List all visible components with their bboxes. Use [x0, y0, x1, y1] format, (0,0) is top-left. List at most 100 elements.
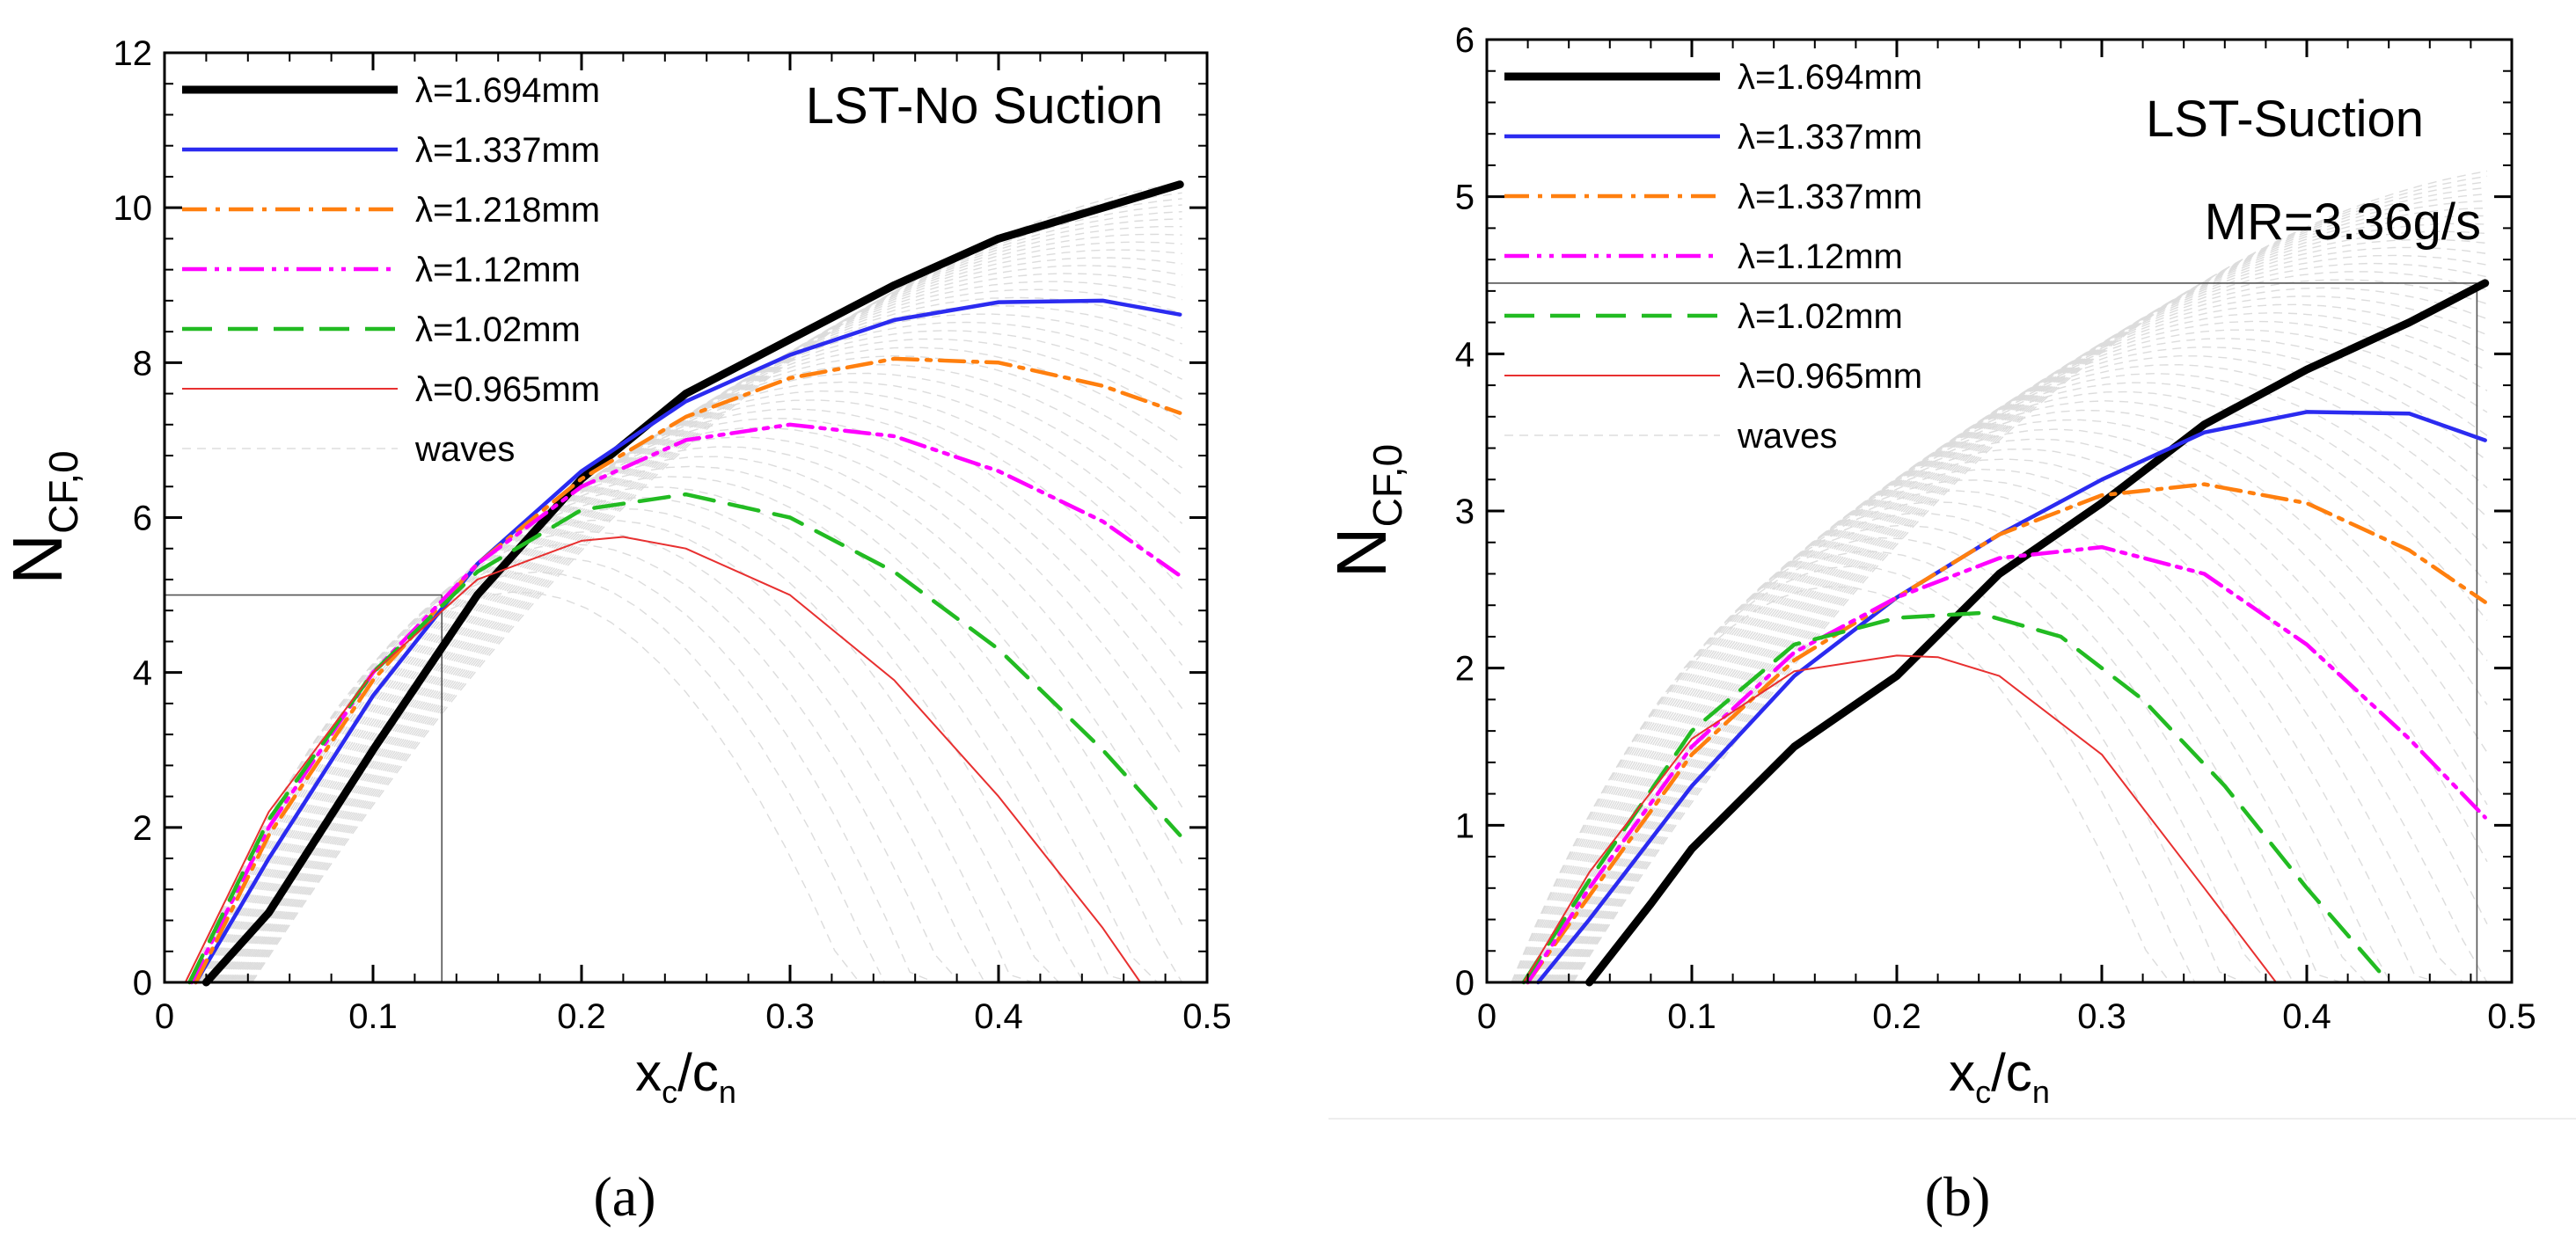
wave-curve: [243, 218, 1182, 983]
wave-curve: [1535, 382, 2488, 983]
wave-curve: [1528, 428, 2488, 983]
series-line-3: [189, 422, 1182, 985]
wave-curve: [1561, 223, 2488, 983]
wave-curve: [205, 446, 1183, 983]
x-tick-label: 0: [1477, 997, 1497, 1036]
wave-curve: [222, 338, 1182, 983]
chart-subtitle: MR=3.36g/s: [2205, 193, 2481, 251]
wave-curve: [1511, 565, 2487, 983]
y-tick-label: 0: [133, 964, 152, 1003]
x-axis-label-sub2: n: [2032, 1074, 2050, 1110]
wave-curve: [231, 288, 1182, 983]
wave-curve: [209, 417, 1183, 983]
wave-curve: [1560, 230, 2488, 983]
x-axis-label-mid: /c: [677, 1043, 719, 1102]
wave-curve: [1568, 186, 2488, 983]
y-tick-label: 0: [1455, 964, 1475, 1003]
y-tick-label: 10: [113, 189, 153, 228]
wave-curve: [188, 591, 1182, 983]
wave-curve: [245, 211, 1182, 983]
legend-label: waves: [1737, 417, 1837, 456]
panel-a: 0 0.1 0.2 0.3 0.4 0.5 0 2 4 6 8 10 12 λ=1.694mm λ=1.33…: [0, 34, 1232, 1228]
wave-curve: [1521, 479, 2487, 983]
legend-label: λ=1.337mm: [1738, 118, 1922, 157]
series-line-4: [187, 492, 1182, 985]
series-line-1: [194, 298, 1182, 985]
wave-curve: [1555, 262, 2488, 983]
x-axis-label-sub: c: [1975, 1074, 1991, 1110]
legend: λ=1.694mm λ=1.337mm λ=1.218mm λ=1.12mm λ=1.0…: [182, 71, 600, 469]
wave-curve: [1548, 303, 2488, 983]
y-tick-label: 6: [133, 500, 152, 538]
wave-curve: [1520, 490, 2487, 983]
chart-title: LST-Suction: [2146, 91, 2424, 148]
wave-curve: [1550, 287, 2488, 983]
x-tick-label: 0.1: [1667, 997, 1716, 1036]
wave-curve: [1533, 390, 2488, 983]
legend-label: λ=0.965mm: [1738, 357, 1922, 396]
wave-curve: [229, 296, 1182, 983]
wave-curve: [217, 363, 1183, 983]
wave-curve: [1546, 311, 2488, 983]
series-line-0: [1585, 279, 2490, 987]
panel-b: 0 0.1 0.2 0.3 0.4 0.5 0 1 2 3 4 5 6 λ=1.694mm λ=1.337m…: [1322, 21, 2536, 1228]
wave-curve: [224, 321, 1182, 983]
wave-curve: [1523, 468, 2487, 983]
wave-curve: [1536, 372, 2488, 983]
wave-curve: [1551, 279, 2488, 983]
wave-curve: [1540, 346, 2488, 983]
x-axis-label-main: x: [635, 1043, 662, 1102]
wave-curve: [195, 519, 1182, 983]
wave-curve: [1543, 329, 2488, 983]
wave-curve: [1567, 193, 2488, 983]
legend-label: λ=1.218mm: [415, 191, 600, 230]
x-tick-label: 0.3: [2077, 997, 2126, 1036]
legend-label: λ=1.12mm: [1738, 237, 1903, 276]
wave-curve: [251, 181, 1182, 983]
legend-label: λ=1.02mm: [415, 310, 581, 349]
wave-curve: [216, 372, 1183, 983]
wave-curve: [1563, 207, 2488, 983]
x-tick-label: 0.5: [1182, 997, 1232, 1036]
y-tick-label: 4: [133, 654, 152, 693]
x-tick-label: 0.4: [2282, 997, 2331, 1036]
wave-curve: [214, 390, 1183, 983]
wave-curve: [1513, 551, 2487, 983]
series-line-0: [201, 180, 1184, 987]
series-line-3: [1526, 544, 2487, 985]
wave-curve: [1531, 409, 2488, 983]
wave-curve: [226, 313, 1182, 983]
wave-curve: [193, 543, 1182, 983]
wave-curve: [223, 330, 1182, 983]
x-axis-label: xc/cn: [635, 1043, 736, 1110]
y-axis-label: NCF,0: [0, 450, 86, 584]
y-tick-label: 12: [113, 34, 153, 73]
wave-curve: [238, 241, 1182, 983]
legend-label: λ=0.965mm: [415, 370, 600, 409]
wave-curve: [1562, 215, 2487, 983]
y-tick-label: 2: [133, 809, 152, 848]
wave-curve: [1553, 271, 2488, 983]
series-line-5: [184, 536, 1142, 983]
legend-label: λ=1.02mm: [1738, 297, 1903, 336]
x-axis-label-mid: /c: [1991, 1043, 2032, 1102]
wave-curve: [1539, 354, 2488, 983]
wave-curve: [1519, 500, 2487, 983]
wave-curve: [234, 265, 1182, 983]
y-axis-label-main: N: [0, 534, 77, 585]
wave-curve: [1558, 238, 2488, 983]
x-axis-label-sub2: n: [719, 1074, 736, 1110]
series-line-2: [194, 356, 1182, 985]
wave-curve: [241, 226, 1182, 983]
wave-curve: [1526, 448, 2488, 983]
legend: λ=1.694mm λ=1.337mm λ=1.337mm λ=1.12mm λ=1.0…: [1504, 58, 1922, 456]
wave-curve: [240, 233, 1182, 983]
x-axis-label-sub: c: [662, 1074, 677, 1110]
wave-curve: [248, 192, 1182, 983]
wave-curve: [231, 281, 1182, 983]
legend-label: waves: [414, 430, 515, 469]
y-tick-label: 6: [1455, 21, 1475, 60]
wave-curve: [1526, 438, 2488, 983]
series-line-1: [1536, 410, 2487, 985]
